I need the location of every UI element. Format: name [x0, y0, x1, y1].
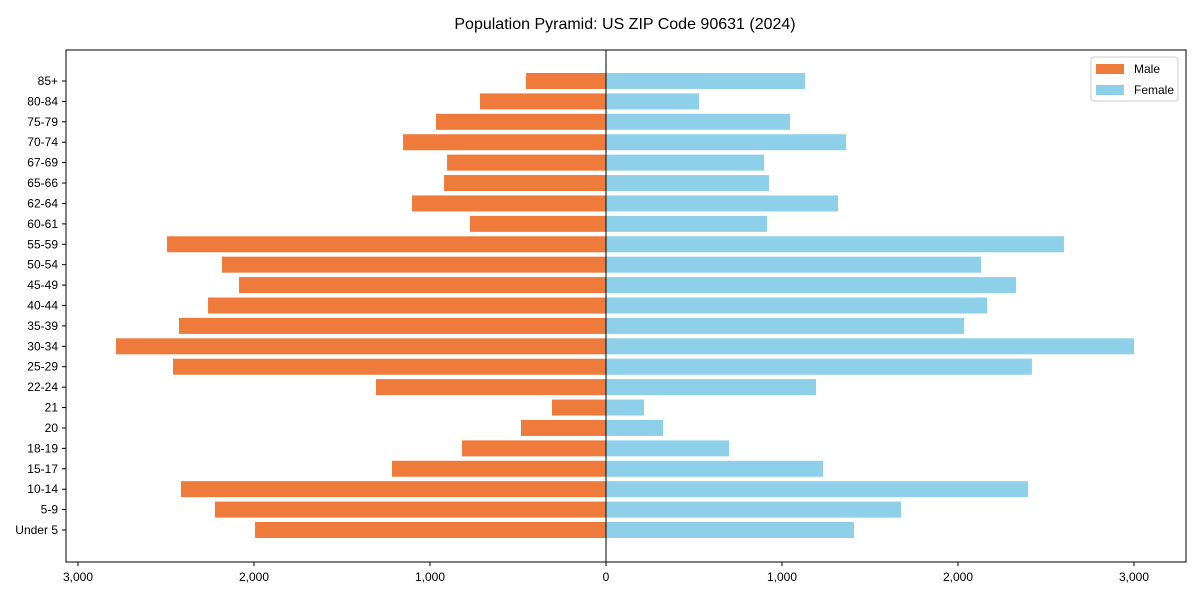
ytick-label: 50-54	[27, 258, 58, 272]
legend-swatch-female	[1096, 85, 1124, 95]
legend: Male Female	[1090, 56, 1179, 102]
legend-swatch-male	[1096, 64, 1124, 74]
bar-female-35-39	[606, 317, 964, 334]
ytick-label: 55-59	[27, 237, 58, 251]
bar-female-50-54	[606, 256, 982, 273]
bar-female-18-19	[606, 440, 730, 457]
bar-male-65-66	[444, 175, 606, 192]
ytick-label: 40-44	[27, 299, 58, 313]
bar-female-80-84	[606, 93, 699, 110]
bar-male-80-84	[479, 93, 606, 110]
bar-male-85+	[525, 73, 606, 89]
xtick-label: 2,000	[943, 570, 973, 584]
ytick-label: 10-14	[27, 482, 58, 496]
ytick-label: 15-17	[27, 462, 58, 476]
ytick-label: Under 5	[15, 523, 58, 537]
bar-male-55-59	[167, 236, 606, 253]
bar-female-10-14	[606, 481, 1029, 498]
xtick-label: 3,000	[63, 570, 93, 584]
bar-female-62-64	[606, 195, 838, 212]
ytick-label: 5-9	[41, 503, 59, 517]
bar-male-75-79	[435, 113, 606, 130]
bar-male-40-44	[208, 297, 606, 314]
legend-label-male: Male	[1134, 62, 1160, 76]
xtick-label: 2,000	[239, 570, 269, 584]
bar-male-67-69	[447, 154, 606, 171]
ytick-label: 62-64	[27, 196, 58, 210]
bar-female-70-74	[606, 134, 847, 151]
bar-female-45-49	[606, 277, 1017, 294]
bar-female-21	[606, 399, 645, 416]
ytick-label: 22-24	[27, 380, 58, 394]
xtick-label: 0	[603, 570, 610, 584]
bar-female-15-17	[606, 460, 824, 477]
bar-male-Under 5	[255, 522, 606, 538]
bar-male-22-24	[375, 379, 606, 396]
ytick-label: 21	[45, 401, 59, 415]
bar-female-22-24	[606, 379, 816, 396]
ytick-label: 75-79	[27, 115, 58, 129]
bar-male-20	[520, 419, 606, 436]
xtick-label: 1,000	[415, 570, 445, 584]
bar-male-21	[551, 399, 606, 416]
bar-male-25-29	[173, 358, 607, 375]
plot-frame	[65, 49, 1187, 563]
bar-male-62-64	[412, 195, 606, 212]
bar-female-30-34	[606, 338, 1134, 355]
legend-label-female: Female	[1134, 83, 1174, 97]
ytick-label: 25-29	[27, 360, 58, 374]
ytick-label: 67-69	[27, 156, 58, 170]
ytick-label: 60-61	[27, 217, 58, 231]
bar-male-30-34	[116, 338, 607, 355]
ytick-label: 30-34	[27, 339, 58, 353]
bar-female-75-79	[606, 113, 790, 130]
xtick-label: 1,000	[767, 570, 797, 584]
bar-male-35-39	[179, 317, 607, 334]
bar-female-25-29	[606, 358, 1032, 375]
ytick-label: 70-74	[27, 135, 58, 149]
bar-male-50-54	[221, 256, 606, 273]
bar-male-5-9	[214, 501, 607, 518]
bar-male-70-74	[403, 134, 606, 151]
bar-male-45-49	[239, 277, 607, 294]
xtick-label: 3,000	[1119, 570, 1149, 584]
bar-male-15-17	[391, 460, 606, 477]
bar-male-18-19	[462, 440, 606, 457]
bar-female-85+	[606, 73, 806, 89]
bar-female-60-61	[606, 215, 768, 232]
bar-male-60-61	[469, 215, 606, 232]
ytick-label: 45-49	[27, 278, 58, 292]
ytick-label: 35-39	[27, 319, 58, 333]
bar-female-20	[606, 419, 664, 436]
ytick-label: 18-19	[27, 441, 58, 455]
bar-female-65-66	[606, 175, 769, 192]
bar-female-Under 5	[606, 522, 854, 538]
chart-title: Population Pyramid: US ZIP Code 90631 (2…	[454, 16, 795, 33]
bar-female-40-44	[606, 297, 988, 314]
bar-female-55-59	[606, 236, 1064, 253]
bar-female-67-69	[606, 154, 765, 171]
ytick-label: 20	[45, 421, 59, 435]
ytick-label: 65-66	[27, 176, 58, 190]
bar-male-10-14	[180, 481, 606, 498]
ytick-label: 80-84	[27, 94, 58, 108]
ytick-label: 85+	[38, 74, 58, 88]
bar-female-5-9	[606, 501, 901, 518]
